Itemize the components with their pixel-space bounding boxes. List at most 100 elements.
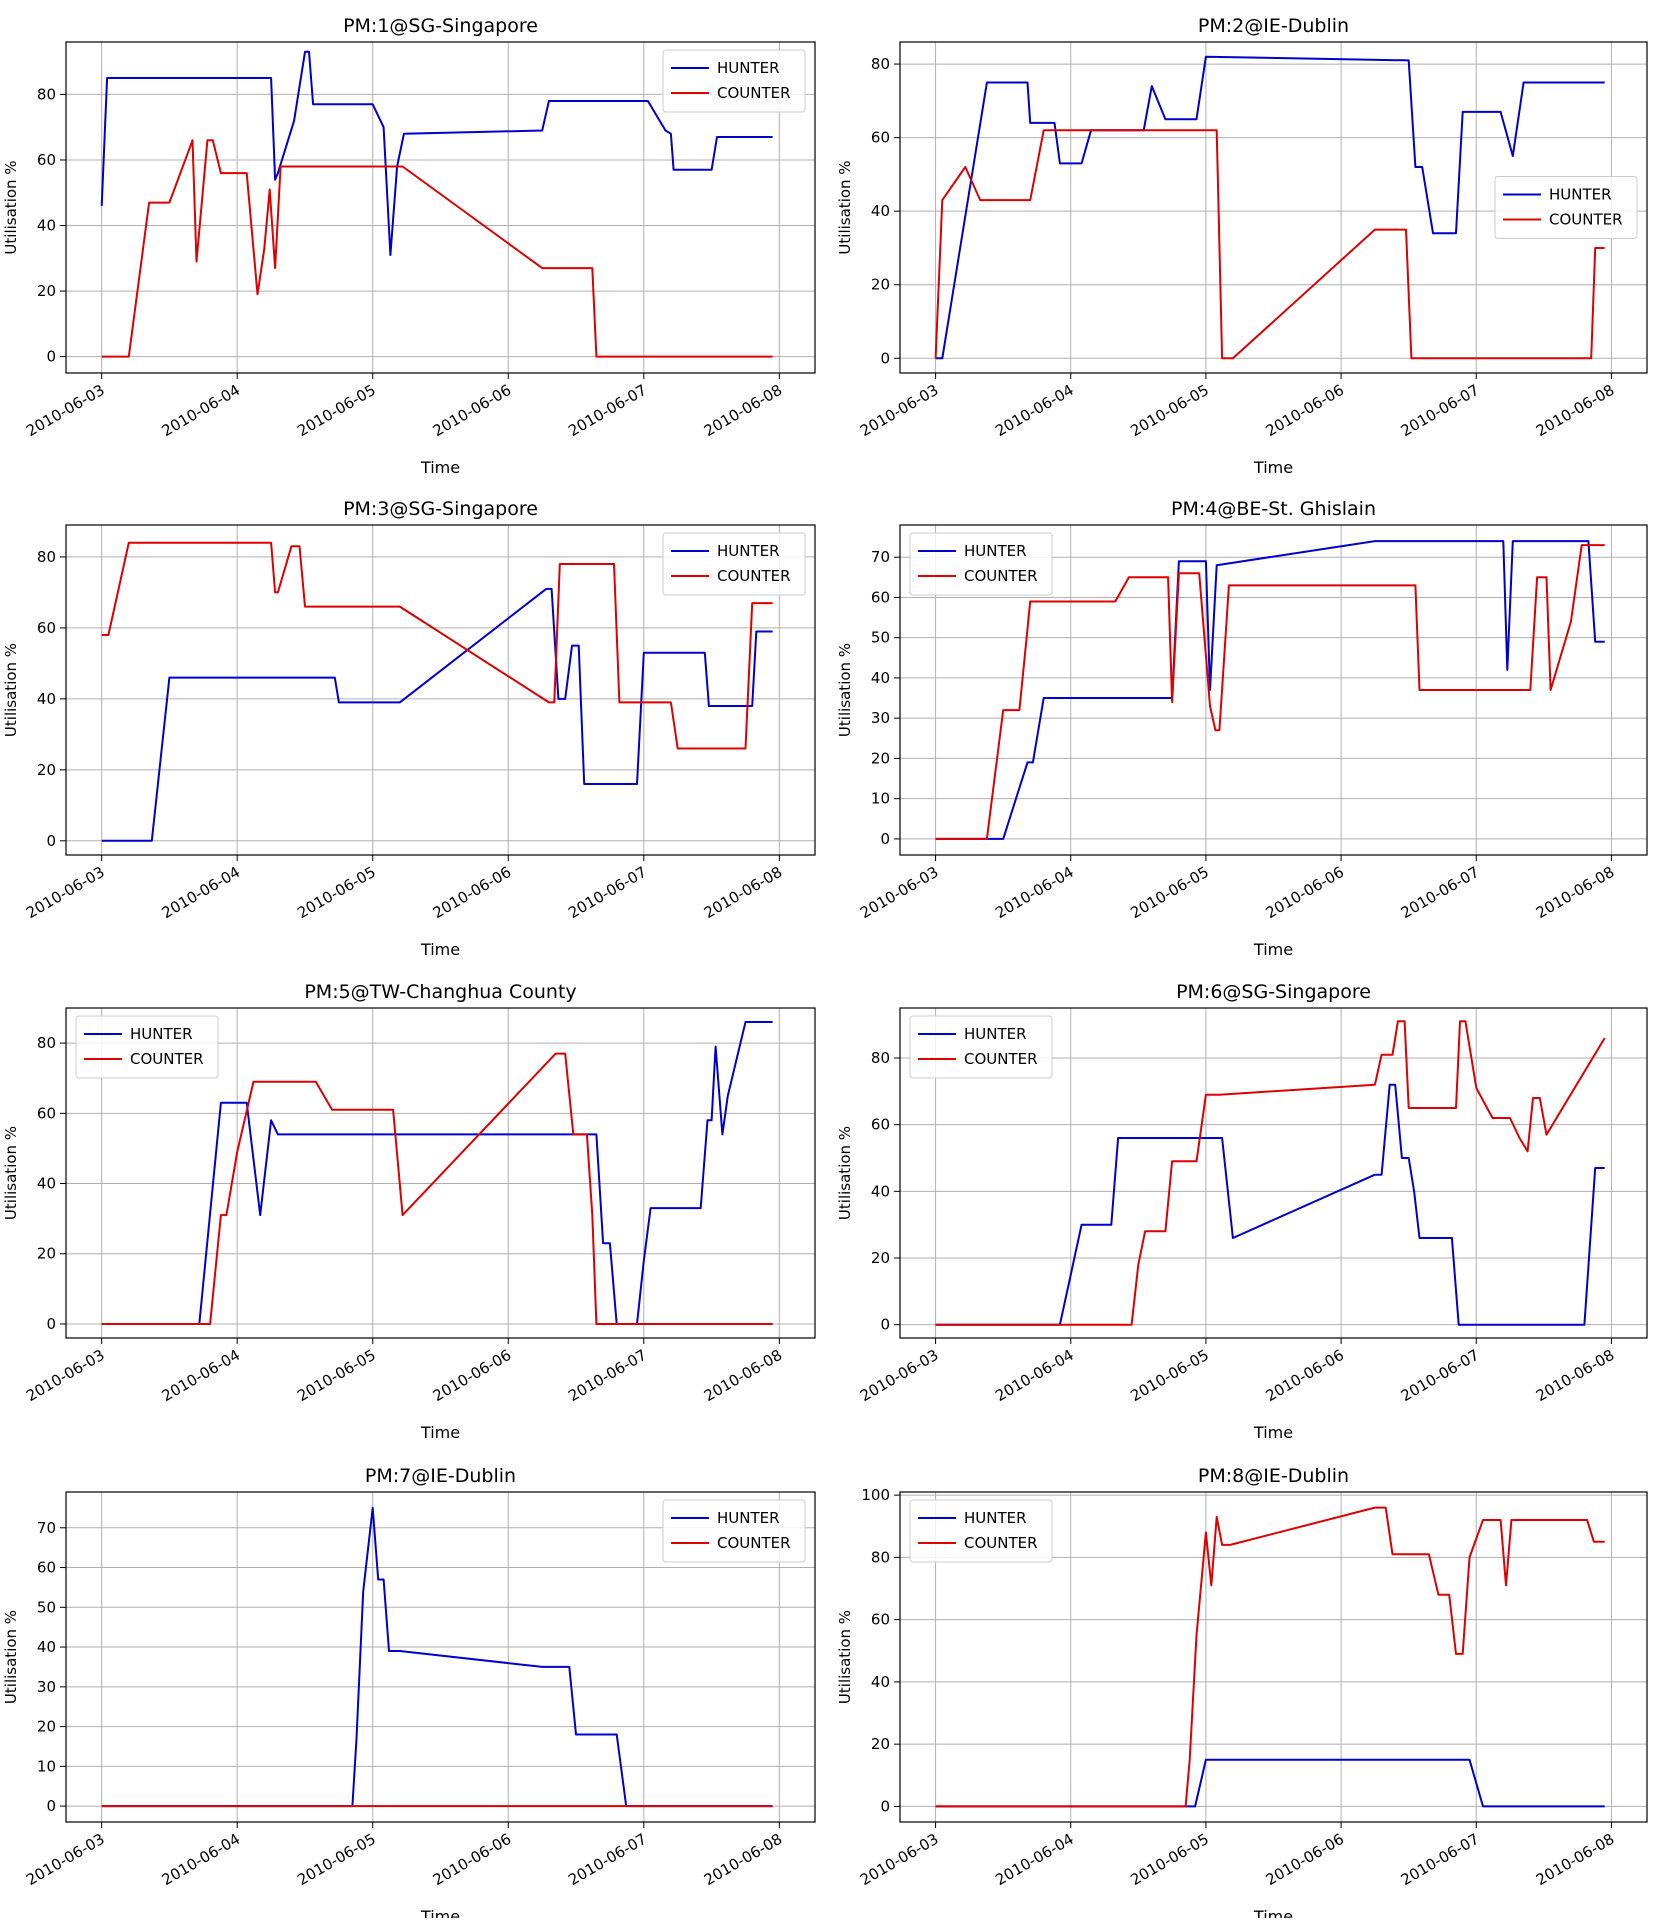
x-tick-label: 2010-06-06 [1263, 863, 1348, 922]
legend: HUNTER COUNTER [662, 49, 806, 113]
x-tick-label: 2010-06-07 [565, 1346, 650, 1405]
x-tick-label: 2010-06-03 [23, 1346, 108, 1405]
series-line-counter [101, 541, 773, 750]
x-tick-label: 2010-06-08 [1533, 381, 1618, 440]
y-tick-label: 20 [37, 1245, 56, 1263]
chart-panel-6: 0 20 40 60 80 2010-06-03 2010-06-04 2010-06-05 2… [836, 981, 1648, 1442]
chart-title: PM:2@IE-Dublin [1198, 15, 1349, 37]
chart-title: PM:8@IE-Dublin [1198, 1465, 1349, 1487]
x-tick-label: 2010-06-05 [1127, 381, 1212, 440]
legend-box [909, 532, 1053, 596]
y-tick-label: 0 [880, 1316, 890, 1334]
x-tick-label: 2010-06-06 [430, 381, 515, 440]
y-tick-label: 80 [871, 1049, 890, 1067]
plot-frame [65, 41, 816, 374]
legend-box [75, 1015, 219, 1079]
legend-label-counter: COUNTER [717, 1534, 791, 1552]
y-tick-label: 80 [37, 548, 56, 566]
y-axis-label: Utilisation % [2, 160, 20, 254]
legend: HUNTER COUNTER [909, 532, 1053, 596]
legend-box [909, 1499, 1053, 1563]
y-axis-label: Utilisation % [836, 160, 854, 254]
legend-label-counter: COUNTER [964, 567, 1038, 585]
y-tick-label: 80 [37, 1034, 56, 1052]
y-tick-label: 70 [37, 1519, 56, 1537]
y-tick-label: 50 [871, 629, 890, 647]
x-tick-label: 2010-06-06 [1263, 381, 1348, 440]
chart-panel-8: 0 20 40 60 80 100 2010-06-03 2010-06-04 2010-06-… [836, 1465, 1648, 1922]
grid [900, 42, 1647, 373]
x-tick-label: 2010-06-05 [1127, 863, 1212, 922]
x-tick-label: 2010-06-08 [1533, 1346, 1618, 1405]
series-line-hunter [935, 1083, 1605, 1326]
x-tick-label: 2010-06-06 [430, 863, 515, 922]
x-tick-label: 2010-06-06 [430, 1346, 515, 1405]
grid [66, 1492, 815, 1822]
y-tick-label: 60 [37, 619, 56, 637]
x-tick-label: 2010-06-04 [992, 863, 1077, 922]
series-line-hunter [101, 1506, 773, 1808]
x-tick-label: 2010-06-08 [701, 1830, 786, 1889]
legend-label-hunter: HUNTER [964, 542, 1027, 560]
y-tick-label: 40 [871, 1182, 890, 1200]
y-tick-label: 60 [871, 588, 890, 606]
x-tick-label: 2010-06-07 [1398, 381, 1483, 440]
legend: HUNTER COUNTER [662, 1499, 806, 1563]
legend-label-counter: COUNTER [1549, 211, 1623, 229]
legend-label-counter: COUNTER [717, 84, 791, 102]
x-axis-label: Time [420, 458, 460, 477]
y-tick-label: 0 [880, 1797, 890, 1815]
y-axis-label: Utilisation % [836, 643, 854, 737]
x-tick-label: 2010-06-06 [1263, 1346, 1348, 1405]
x-tick-label: 2010-06-07 [565, 1830, 650, 1889]
x-tick-label: 2010-06-03 [857, 381, 942, 440]
chart-title: PM:6@SG-Singapore [1176, 981, 1371, 1003]
plot-frame [899, 1491, 1648, 1823]
x-axis-label: Time [420, 1423, 460, 1442]
y-tick-label: 50 [37, 1598, 56, 1616]
chart-title: PM:7@IE-Dublin [365, 1465, 516, 1487]
y-axis-label: Utilisation % [836, 1126, 854, 1220]
x-tick-label: 2010-06-07 [565, 381, 650, 440]
legend-box [662, 49, 806, 113]
legend: HUNTER COUNTER [909, 1015, 1053, 1079]
chart-panel-4: 0 10 20 30 40 50 60 70 2010-06-03 2010-06-04 2010-… [836, 498, 1648, 959]
x-tick-label: 2010-06-04 [159, 1346, 244, 1405]
series-line-counter [934, 129, 1605, 360]
x-tick-label: 2010-06-05 [294, 381, 379, 440]
legend-label-hunter: HUNTER [717, 1509, 780, 1527]
x-tick-label: 2010-06-08 [701, 863, 786, 922]
y-tick-label: 0 [46, 1315, 56, 1333]
y-tick-label: 0 [46, 348, 56, 366]
chart-title: PM:3@SG-Singapore [343, 498, 538, 520]
series-line-hunter [935, 1758, 1605, 1808]
x-tick-label: 2010-06-05 [1127, 1830, 1212, 1889]
x-tick-label: 2010-06-05 [1127, 1346, 1212, 1405]
y-tick-label: 30 [37, 1678, 56, 1696]
y-tick-label: 20 [871, 1735, 890, 1753]
y-tick-label: 40 [37, 217, 56, 235]
series-line-hunter [101, 587, 773, 842]
x-tick-label: 2010-06-05 [294, 1830, 379, 1889]
chart-panel-5: 0 20 40 60 80 2010-06-03 2010-06-04 2010-06-05 2… [2, 981, 816, 1442]
y-tick-label: 40 [37, 1638, 56, 1656]
y-tick-label: 10 [37, 1757, 56, 1775]
y-tick-label: 40 [37, 1175, 56, 1193]
x-tick-label: 2010-06-04 [159, 863, 244, 922]
x-axis-label: Time [420, 1907, 460, 1918]
y-tick-label: 20 [37, 761, 56, 779]
y-tick-label: 10 [871, 790, 890, 808]
x-axis-label: Time [420, 940, 460, 959]
x-tick-label: 2010-06-08 [701, 1346, 786, 1405]
y-tick-label: 30 [871, 709, 890, 727]
legend-label-hunter: HUNTER [1549, 186, 1612, 204]
x-axis-label: Time [1253, 458, 1293, 477]
y-tick-label: 60 [871, 129, 890, 147]
y-tick-label: 20 [871, 749, 890, 767]
legend-box [909, 1015, 1053, 1079]
chart-panel-1: 0 20 40 60 80 2010-06-03 2010-06-04 2010-06-05 2… [2, 15, 816, 477]
x-tick-label: 2010-06-03 [23, 1830, 108, 1889]
chart-title: PM:5@TW-Changhua County [304, 981, 576, 1003]
